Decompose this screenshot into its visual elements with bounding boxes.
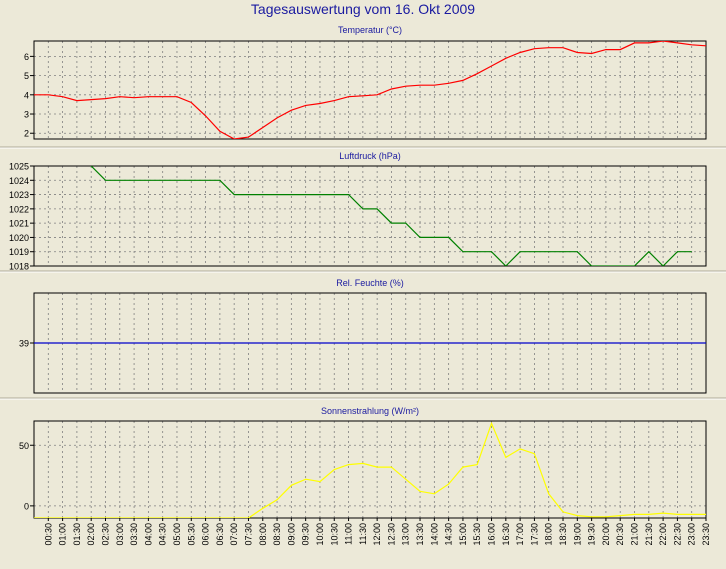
temperature-series-line <box>34 41 706 139</box>
xtick-label: 02:00 <box>86 523 96 546</box>
xtick-label: 12:30 <box>386 523 396 546</box>
temperature-plot-frame <box>33 40 707 140</box>
xtick-label: 23:00 <box>687 523 697 546</box>
xtick-label: 15:30 <box>472 523 482 546</box>
radiation-chart: Sonnenstrahlung (W/m²) 0 50 <box>19 406 707 519</box>
radiation-series-line <box>34 421 706 518</box>
xtick-label: 08:30 <box>272 523 282 546</box>
humidity-ytick-label: 39 <box>19 339 29 349</box>
xtick-label: 00:30 <box>43 523 53 546</box>
temperature-ytick-label: 2 <box>24 129 29 139</box>
xtick-label: 04:00 <box>143 523 153 546</box>
xtick-label: 05:00 <box>172 523 182 546</box>
xtick-label: 20:00 <box>601 523 611 546</box>
temperature-chart: Temperatur (°C) 2 3 4 5 6 <box>24 25 707 140</box>
xtick-label: 01:30 <box>72 523 82 546</box>
xtick-label: 07:00 <box>229 523 239 546</box>
temperature-chart-title: Temperatur (°C) <box>338 25 402 35</box>
pressure-series-line <box>90 166 692 266</box>
temperature-ytick-label: 6 <box>24 52 29 62</box>
xtick-label: 09:00 <box>286 523 296 546</box>
xtick-label: 03:00 <box>115 523 125 546</box>
pressure-ytick-label: 1022 <box>9 204 29 214</box>
xtick-label: 10:00 <box>315 523 325 546</box>
xtick-label: 18:00 <box>544 523 554 546</box>
radiation-chart-title: Sonnenstrahlung (W/m²) <box>321 406 419 416</box>
xtick-label: 01:00 <box>58 523 68 546</box>
xtick-label: 16:30 <box>501 523 511 546</box>
pressure-ytick-label: 1025 <box>9 162 29 172</box>
humidity-chart-title: Rel. Feuchte (%) <box>336 278 404 288</box>
page-title: Tagesauswertung vom 16. Okt 2009 <box>251 1 475 17</box>
humidity-chart: Rel. Feuchte (%) 39 <box>19 278 707 394</box>
pressure-ytick-label: 1021 <box>9 219 29 229</box>
radiation-plot-frame <box>33 420 707 519</box>
xtick-label: 18:30 <box>558 523 568 546</box>
temperature-ytick-label: 4 <box>24 90 29 100</box>
xtick-label: 17:00 <box>515 523 525 546</box>
xtick-label: 08:00 <box>258 523 268 546</box>
xtick-label: 14:00 <box>429 523 439 546</box>
xtick-label: 17:30 <box>529 523 539 546</box>
temperature-ytick-label: 3 <box>24 110 29 120</box>
pressure-ytick-label: 1020 <box>9 233 29 243</box>
radiation-ytick-label: 50 <box>19 441 29 451</box>
radiation-ytick-label: 0 <box>24 501 29 511</box>
xtick-label: 22:00 <box>658 523 668 546</box>
xtick-label: 02:30 <box>100 523 110 546</box>
xtick-label: 13:30 <box>415 523 425 546</box>
pressure-plot-frame <box>33 165 707 267</box>
pressure-ytick-label: 1023 <box>9 190 29 200</box>
xtick-label: 19:00 <box>572 523 582 546</box>
xtick-label: 11:30 <box>358 523 368 545</box>
temperature-ytick-label: 5 <box>24 71 29 81</box>
xtick-label: 14:30 <box>444 523 454 546</box>
xtick-label: 13:00 <box>401 523 411 546</box>
xtick-label: 21:00 <box>630 523 640 546</box>
pressure-ytick-label: 1024 <box>9 176 29 186</box>
pressure-chart-title: Luftdruck (hPa) <box>339 151 401 161</box>
xtick-label: 20:30 <box>615 523 625 546</box>
xtick-label: 03:30 <box>129 523 139 546</box>
xtick-label: 21:30 <box>644 523 654 546</box>
xtick-label: 04:30 <box>158 523 168 546</box>
xtick-label: 15:00 <box>458 523 468 546</box>
xtick-label: 11:00 <box>344 523 354 545</box>
xtick-label: 06:30 <box>215 523 225 546</box>
xtick-label: 23:30 <box>701 523 711 546</box>
pressure-ytick-label: 1019 <box>9 247 29 257</box>
xtick-label: 06:00 <box>201 523 211 546</box>
xtick-label: 16:00 <box>487 523 497 546</box>
pressure-ytick-label: 1018 <box>9 262 29 272</box>
xtick-label: 19:30 <box>587 523 597 546</box>
xtick-label: 07:30 <box>243 523 253 546</box>
xtick-label: 10:30 <box>329 523 339 546</box>
xtick-label: 09:30 <box>301 523 311 546</box>
xtick-label: 12:00 <box>372 523 382 546</box>
xtick-label: 05:30 <box>186 523 196 546</box>
xtick-label: 22:30 <box>672 523 682 546</box>
pressure-chart: Luftdruck (hPa) 1018 1019 1020 1021 1022 1023 1… <box>9 151 707 272</box>
